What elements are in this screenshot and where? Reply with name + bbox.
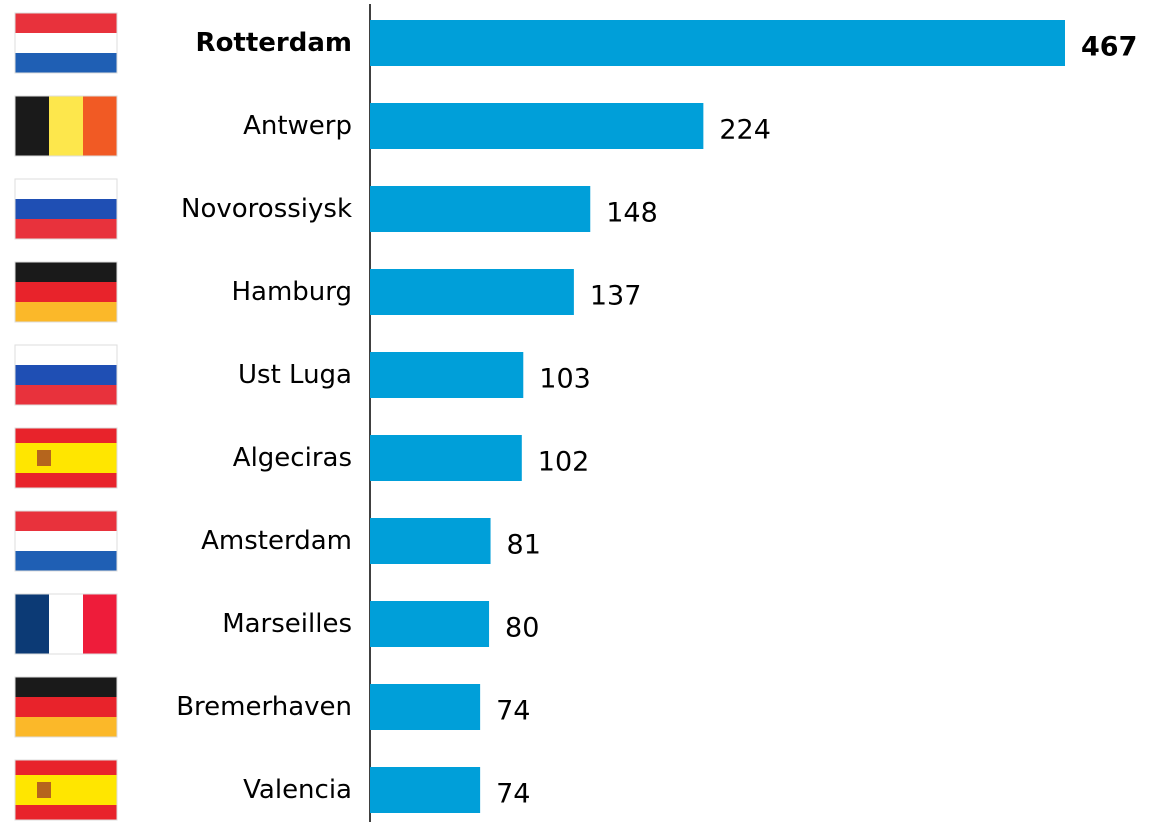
category-label: Rotterdam <box>196 28 352 58</box>
flag-emblem <box>37 782 51 798</box>
bar <box>370 767 481 813</box>
category-label: Valencia <box>243 775 352 805</box>
flag-stripe <box>15 717 117 738</box>
category-label: Algeciras <box>233 443 352 473</box>
bar <box>370 601 490 647</box>
flag <box>14 427 118 489</box>
flag-border <box>14 344 118 406</box>
flag-border <box>14 178 118 240</box>
bar <box>370 186 591 232</box>
flag-stripe <box>83 96 118 156</box>
value-label: 74 <box>496 696 530 727</box>
flag <box>14 676 118 738</box>
flag-stripe <box>15 33 117 54</box>
flag-stripe <box>15 551 117 572</box>
flag <box>14 12 118 74</box>
flag-border <box>14 95 118 157</box>
category-label: Bremerhaven <box>176 692 352 722</box>
flag-border <box>14 12 118 74</box>
flag <box>14 95 118 157</box>
flag-stripe <box>15 302 117 323</box>
bar <box>370 518 491 564</box>
bar <box>370 352 524 398</box>
flag-stripe <box>15 443 117 473</box>
flag-stripe <box>15 13 117 34</box>
category-label: Novorossiysk <box>181 194 352 224</box>
flag-stripe <box>15 473 117 488</box>
flag-stripe <box>15 775 117 805</box>
category-label: Marseilles <box>222 609 352 639</box>
flag-border <box>14 261 118 323</box>
flag-stripe <box>15 345 117 366</box>
value-label: 137 <box>590 281 642 312</box>
flag-border <box>14 593 118 655</box>
flag-border <box>14 510 118 572</box>
value-label: 148 <box>606 198 658 229</box>
flag <box>14 261 118 323</box>
flag-stripe <box>15 262 117 283</box>
value-label: 102 <box>538 447 590 478</box>
flag-stripe <box>49 594 84 654</box>
value-label: 81 <box>507 530 541 561</box>
category-label: Ust Luga <box>238 360 352 390</box>
flag-stripe <box>15 219 117 240</box>
flag-emblem <box>37 450 51 466</box>
flag-stripe <box>15 53 117 74</box>
flag-stripe <box>15 199 117 220</box>
value-label: 103 <box>539 364 591 395</box>
bar <box>370 103 704 149</box>
flag-stripe <box>15 282 117 303</box>
flag-stripe <box>15 760 117 775</box>
value-label: 74 <box>496 779 530 810</box>
value-label: 80 <box>505 613 539 644</box>
flag <box>14 178 118 240</box>
flag-stripe <box>15 428 117 443</box>
flag <box>14 759 118 821</box>
category-label: Hamburg <box>231 277 352 307</box>
flag-stripe <box>83 594 118 654</box>
flag-border <box>14 759 118 821</box>
bar <box>370 684 481 730</box>
flag-stripe <box>15 365 117 386</box>
value-label: 467 <box>1081 32 1137 63</box>
category-label: Amsterdam <box>201 526 352 556</box>
flag-stripe <box>15 385 117 406</box>
flag-stripe <box>49 96 84 156</box>
flag <box>14 593 118 655</box>
flag <box>14 510 118 572</box>
flag-stripe <box>15 805 117 820</box>
flag-stripe <box>15 697 117 718</box>
flag <box>14 344 118 406</box>
flag-border <box>14 676 118 738</box>
value-label: 224 <box>719 115 771 146</box>
flag-stripe <box>15 531 117 552</box>
flag-border <box>14 427 118 489</box>
category-label: Antwerp <box>243 111 352 141</box>
flag-stripe <box>15 594 50 654</box>
bar <box>370 435 522 481</box>
bar <box>370 269 574 315</box>
flag-stripe <box>15 677 117 698</box>
flag-stripe <box>15 511 117 532</box>
flag-stripe <box>15 179 117 200</box>
flag-stripe <box>15 96 50 156</box>
bar <box>370 20 1065 66</box>
